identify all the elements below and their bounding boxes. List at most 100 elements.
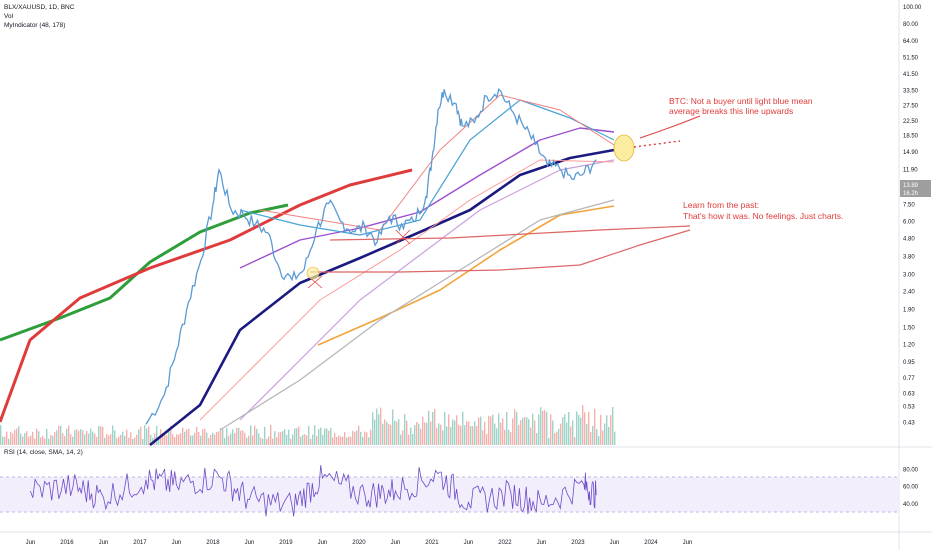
volume-bar xyxy=(424,422,426,445)
volume-bar xyxy=(610,415,612,445)
volume-bar xyxy=(484,421,486,445)
moving-average-line xyxy=(310,229,691,273)
volume-bar xyxy=(130,432,132,445)
volume-bar xyxy=(106,434,108,445)
volume-bar xyxy=(536,433,538,445)
volume-bar xyxy=(520,420,522,445)
volume-bar xyxy=(340,436,342,445)
volume-bar xyxy=(440,424,442,445)
volume-bar xyxy=(222,429,224,445)
volume-bar xyxy=(468,421,470,445)
moving-average-line xyxy=(149,148,615,447)
volume-bar xyxy=(602,430,604,445)
volume-bar xyxy=(580,417,582,445)
y-tick-label: 7.50 xyxy=(903,203,915,209)
volume-bar xyxy=(116,438,118,445)
volume-bar xyxy=(286,434,288,445)
volume-bar xyxy=(410,427,412,445)
volume-bar xyxy=(102,426,104,445)
volume-bar xyxy=(412,433,414,445)
y-tick-label: 51.50 xyxy=(903,56,919,62)
volume-bar xyxy=(256,428,258,445)
volume-bar xyxy=(576,411,578,445)
volume-bar xyxy=(552,420,554,445)
volume-bar xyxy=(74,430,76,445)
volume-bar xyxy=(316,436,318,445)
volume-bar xyxy=(456,415,458,445)
volume-bar xyxy=(600,414,602,445)
volume-bar xyxy=(300,436,302,445)
volume-bar xyxy=(58,425,60,445)
volume-bar xyxy=(328,430,330,445)
volume-bar xyxy=(32,431,34,445)
volume-bar xyxy=(550,414,552,445)
volume-bar xyxy=(312,434,314,445)
y-tick-label: 100.00 xyxy=(903,5,922,11)
volume-bars xyxy=(0,405,616,445)
volume-bar xyxy=(502,418,504,445)
volume-bar xyxy=(614,431,616,445)
volume-bar xyxy=(64,436,66,445)
volume-bar xyxy=(544,410,546,445)
volume-bar xyxy=(184,431,186,445)
volume-bar xyxy=(186,429,188,445)
x-tick-label: Jun xyxy=(26,540,36,546)
volume-bar xyxy=(166,435,168,445)
volume-bar xyxy=(214,434,216,445)
mid-marker xyxy=(395,229,411,245)
volume-bar xyxy=(262,438,264,445)
volume-bar xyxy=(516,411,518,445)
volume-bar xyxy=(200,435,202,445)
volume-bar xyxy=(612,407,614,445)
volume-bar xyxy=(276,437,278,445)
volume-bar xyxy=(226,427,228,445)
highlight-circle xyxy=(613,134,635,162)
volume-bar xyxy=(282,431,284,445)
volume-bar xyxy=(120,434,122,445)
volume-bar xyxy=(0,425,2,445)
y-tick-label: 6.00 xyxy=(903,220,915,226)
volume-bar xyxy=(436,427,438,445)
volume-bar xyxy=(296,428,298,445)
volume-bar xyxy=(12,433,14,445)
price-line[interactable] xyxy=(145,88,597,425)
volume-bar xyxy=(376,408,378,445)
volume-bar xyxy=(444,412,446,445)
volume-bar xyxy=(252,435,254,445)
volume-bar xyxy=(522,417,524,445)
rsi-tick-label: 80.00 xyxy=(903,467,919,473)
volume-bar xyxy=(514,409,516,445)
volume-bar xyxy=(524,417,526,445)
volume-bar xyxy=(170,425,172,445)
volume-bar xyxy=(230,433,232,445)
volume-bar xyxy=(538,414,540,445)
volume-bar xyxy=(26,431,28,445)
volume-bar xyxy=(190,435,192,445)
y-tick-label: 0.95 xyxy=(903,360,915,366)
y-tick-label: 14.90 xyxy=(903,150,919,156)
volume-bar xyxy=(88,433,90,445)
volume-bar xyxy=(206,432,208,445)
volume-bar xyxy=(592,426,594,445)
x-tick-label: 2017 xyxy=(133,540,147,546)
volume-bar xyxy=(212,432,214,445)
volume-bar xyxy=(542,410,544,445)
volume-bar xyxy=(408,434,410,445)
volume-bar xyxy=(60,425,62,445)
volume-bar xyxy=(192,435,194,445)
volume-bar xyxy=(578,414,580,445)
volume-bar xyxy=(344,432,346,445)
volume-bar xyxy=(556,431,558,445)
volume-bar xyxy=(534,420,536,445)
volume-bar xyxy=(498,413,500,445)
moving-average-line xyxy=(329,225,691,241)
volume-bar xyxy=(332,437,334,445)
volume-bar xyxy=(432,411,434,445)
rsi-line[interactable] xyxy=(30,465,597,517)
volume-bar xyxy=(124,435,126,445)
y-tick-label: 1.20 xyxy=(903,342,915,348)
countdown-badge xyxy=(900,189,931,197)
volume-bar xyxy=(114,430,116,445)
projection-dotted-line xyxy=(633,140,681,148)
